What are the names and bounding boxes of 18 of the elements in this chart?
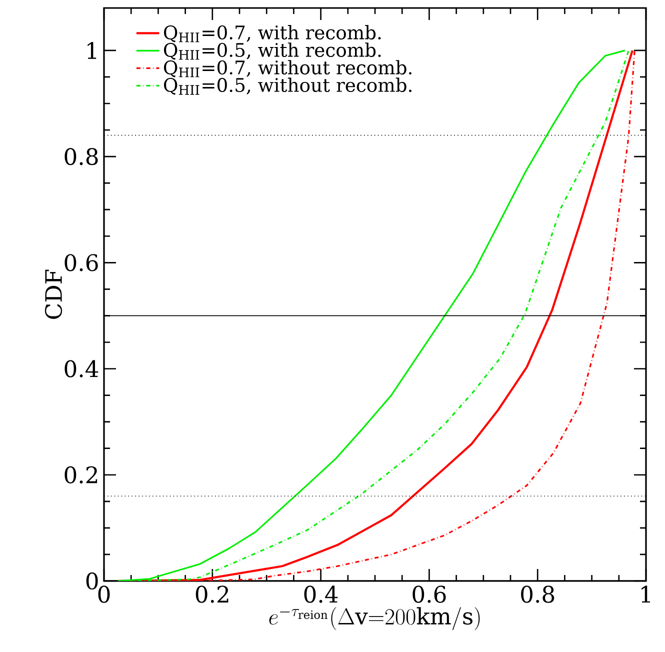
x-tick-label: 0.8 [521, 586, 554, 603]
y-axis-title: CDF [44, 270, 62, 319]
legend-label: Q$_{HII}$=0.7, with recomb. [164, 25, 381, 42]
legend-label: Q$_{HII}$=0.5, with recomb. [164, 42, 381, 60]
x-tick-label: 0.4 [304, 586, 338, 603]
legend-label: Q$_{HII}$=0.5, without recomb. [164, 78, 412, 95]
y-tick-label: 0 [86, 572, 98, 590]
y-tick-label: 0.6 [64, 254, 98, 272]
y-tick-label: 0.8 [64, 148, 98, 166]
y-tick-label: 1 [88, 42, 96, 59]
x-tick-label: 0.6 [412, 586, 446, 603]
y-tick-label: 0.4 [64, 360, 98, 378]
y-tick-label: 0.2 [64, 466, 98, 484]
x-tick-label: 0.2 [196, 586, 228, 603]
legend-label: Q$_{HII}$=0.7, without recomb. [164, 60, 412, 78]
x-tick-label: 0 [98, 586, 110, 603]
x-axis-title: $e^{-\tau_{\rm reion}}(\Delta{\rm v}{=}200{\rm km/s})$ [269, 607, 480, 630]
x-tick-label: 1 [642, 586, 650, 603]
